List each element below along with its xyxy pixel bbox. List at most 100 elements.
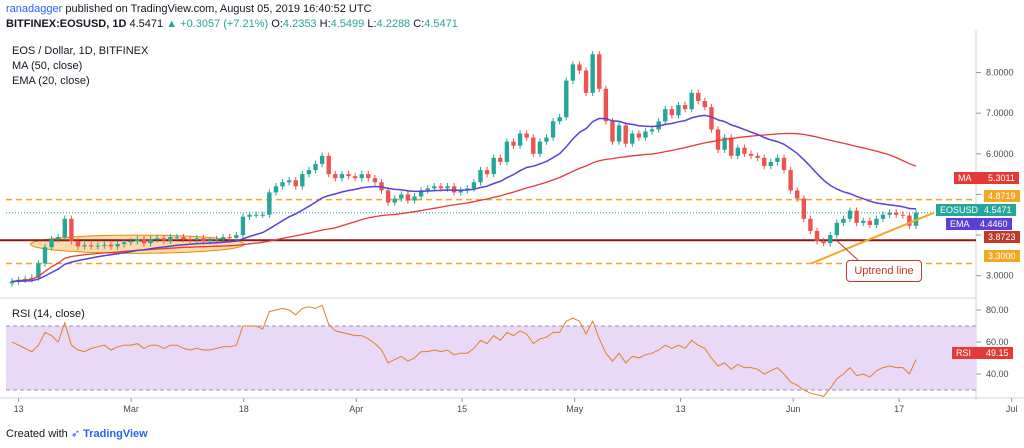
candle-body [511, 141, 516, 146]
candle-body [669, 109, 675, 116]
time-tick-label: Jun [786, 404, 801, 414]
uptrend-line [810, 211, 935, 265]
time-tick-label: Jul [1006, 404, 1018, 414]
created-with-text: Created with [6, 428, 68, 440]
candle-body [748, 153, 754, 156]
chart-title: EOS / Dollar, 1D, BITFINEX [12, 45, 149, 57]
candle-body [82, 245, 87, 247]
candle-body [715, 129, 721, 150]
support2-tag: 3.3000 [984, 250, 1020, 262]
candle-body [253, 214, 259, 216]
rsi-tag-name: RSI [956, 348, 972, 358]
rsi-tick-label: 80.00 [986, 305, 1009, 315]
candle-body [227, 237, 232, 239]
resistance-tag: 4.8719 [984, 190, 1020, 202]
time-tick-label: 17 [894, 404, 904, 414]
candle-body [399, 194, 404, 199]
candle-body [372, 178, 378, 183]
candle-body [201, 238, 206, 242]
candle-body [352, 176, 358, 179]
candle-body [808, 218, 813, 231]
candle-body [69, 218, 74, 242]
candle-body [319, 155, 325, 164]
ma-legend[interactable]: MA (50, close) [12, 60, 83, 72]
candle-body [333, 174, 338, 179]
candle-body [484, 170, 490, 175]
candle-body [293, 180, 298, 187]
candle-body [616, 125, 622, 142]
candle-body [300, 174, 305, 187]
candle-body [458, 190, 463, 193]
candle-body [729, 137, 734, 156]
candle-body [313, 163, 318, 171]
ma-series-line [11, 132, 917, 283]
candle-body [478, 170, 483, 183]
candle-body [649, 129, 655, 132]
candle-body [907, 215, 912, 226]
last-price: 4.5471 [129, 18, 164, 30]
candle-body [108, 244, 114, 247]
candle-body [597, 54, 602, 89]
candle-body [346, 174, 351, 177]
candle-body [544, 137, 549, 142]
callout-pointer [835, 239, 859, 261]
candle-body [610, 121, 615, 142]
candle-body [42, 247, 48, 264]
candle-body [702, 101, 708, 108]
candle-body [102, 244, 107, 246]
candle-body [676, 105, 681, 116]
candle-body [828, 235, 833, 244]
candle-body [306, 170, 312, 175]
ema-tag-name: EMA [950, 219, 970, 229]
open-label: O: [271, 18, 283, 30]
candle-body [590, 54, 595, 93]
candle-body [491, 157, 496, 175]
candle-body [128, 241, 133, 243]
candle-body [847, 210, 853, 219]
candle-body [62, 218, 67, 238]
ema-legend[interactable]: EMA (20, close) [12, 75, 90, 87]
candle-body [643, 131, 648, 138]
candle-body [432, 186, 437, 189]
candle-body [392, 198, 397, 203]
candle-body [841, 218, 846, 223]
candle-body [498, 157, 503, 162]
close-value: 4.5471 [424, 18, 458, 30]
candle-body [154, 238, 160, 240]
low-label: L: [367, 18, 377, 30]
candle-body [214, 239, 219, 241]
candle-body [788, 170, 793, 191]
candle-body [115, 244, 120, 247]
candle-body [95, 245, 100, 247]
low-value: 4.2288 [376, 18, 411, 30]
candle-body [775, 157, 780, 162]
candle-body [854, 210, 859, 223]
candle-body [517, 133, 523, 146]
footer: Created with ➶ TradingView [6, 427, 148, 440]
candle-body [887, 212, 892, 215]
candle-body [722, 137, 727, 150]
last-price-tag: EOSUSD 4.5471 [936, 204, 1016, 216]
author-link[interactable]: ranadagger [6, 3, 63, 15]
candle-body [900, 214, 906, 216]
candle-body [504, 141, 510, 162]
price-tick-label: 6.0000 [986, 149, 1014, 159]
candle-body [768, 161, 774, 166]
candle-body [577, 64, 582, 71]
candle-body [425, 188, 430, 191]
time-tick-label: Mar [123, 404, 139, 414]
last-tag-name: EOSUSD [940, 205, 979, 215]
tradingview-logo-icon: ➶ [70, 428, 81, 440]
candle-body [247, 214, 252, 217]
candle-body [742, 147, 747, 154]
candle-body [801, 198, 807, 219]
candle-body [709, 107, 714, 130]
published-text: published on TradingView.com, August 05,… [65, 3, 372, 15]
time-tick-label: 18 [239, 404, 249, 414]
tradingview-brand[interactable]: TradingView [83, 428, 148, 440]
candle-body [168, 237, 173, 241]
candle-body [326, 155, 331, 175]
candle-body [570, 64, 576, 81]
rsi-tick-label: 40.00 [986, 369, 1009, 379]
rsi-legend[interactable]: RSI (14, close) [12, 308, 85, 320]
